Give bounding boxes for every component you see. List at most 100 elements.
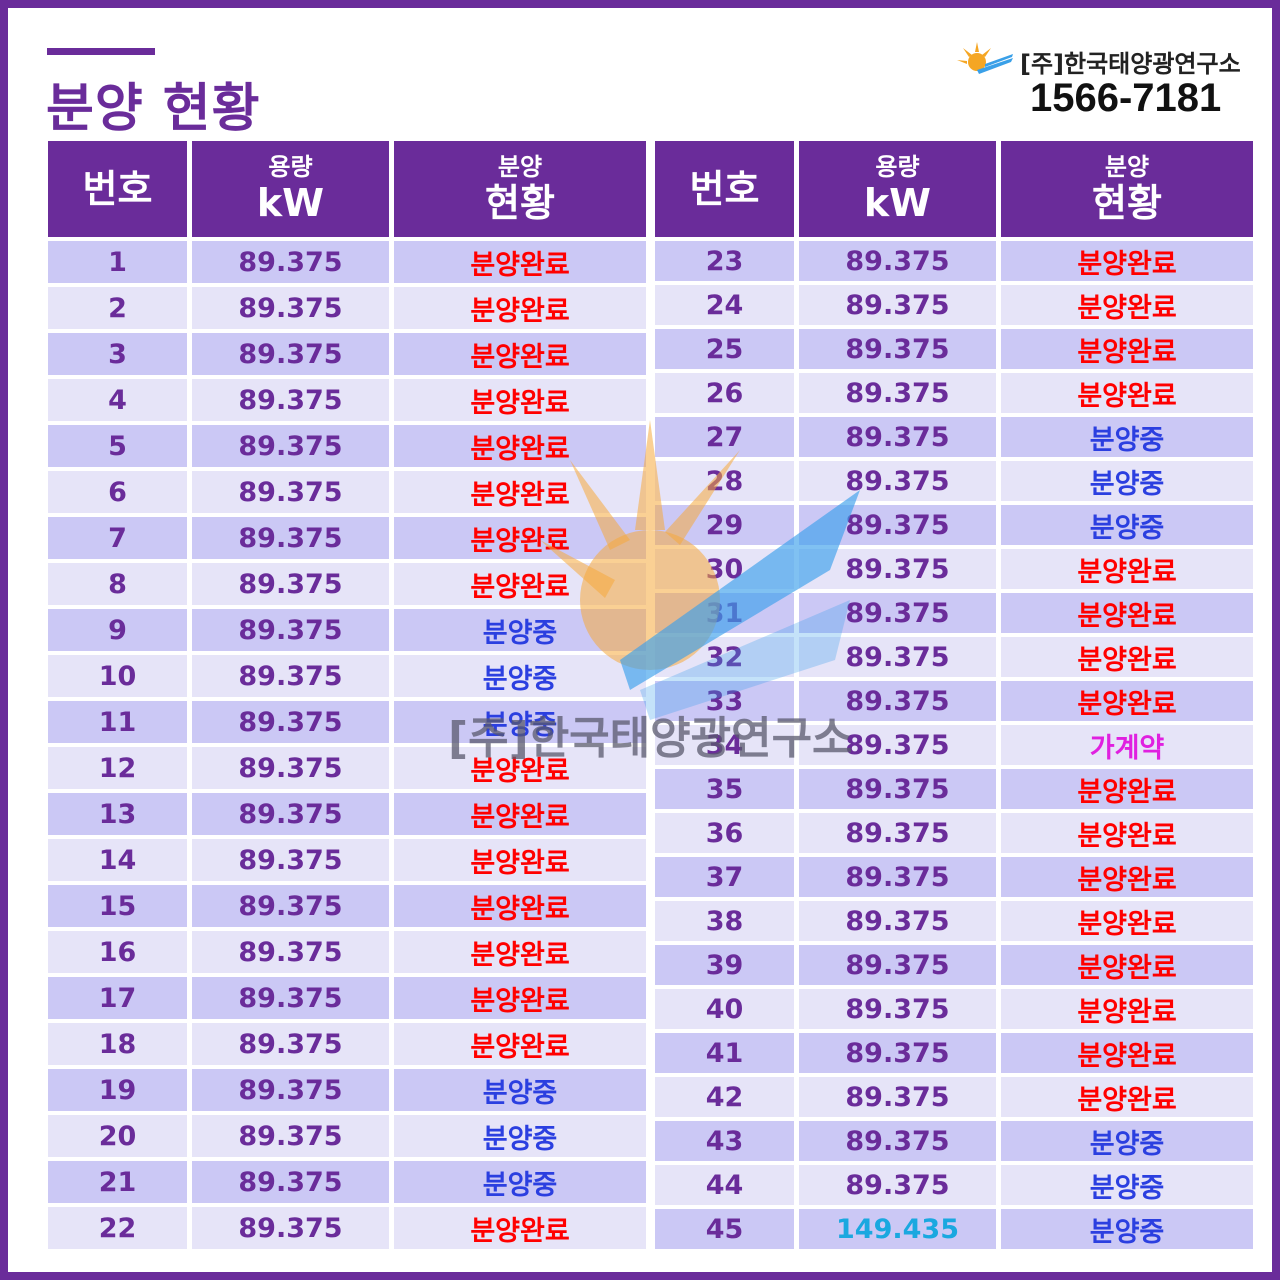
table-row: 16 89.375 분양완료 bbox=[48, 927, 646, 973]
table-row: 29 89.375 분양중 bbox=[655, 501, 1253, 545]
table-row: 19 89.375 분양중 bbox=[48, 1065, 646, 1111]
cell-number: 14 bbox=[48, 835, 192, 881]
status-table-right: 번호 용량 kW 분양 현황 23 89.375 분양완료 24 89.375 분양완료 25 8… bbox=[655, 141, 1253, 1249]
cell-capacity: 89.375 bbox=[192, 513, 394, 559]
cell-number: 30 bbox=[655, 545, 799, 589]
table-row: 11 89.375 분양중 bbox=[48, 697, 646, 743]
cell-number: 43 bbox=[655, 1117, 799, 1161]
table-row: 27 89.375 분양중 bbox=[655, 413, 1253, 457]
table-row: 40 89.375 분양완료 bbox=[655, 985, 1253, 1029]
cell-capacity: 89.375 bbox=[799, 853, 1001, 897]
table-row: 6 89.375 분양완료 bbox=[48, 467, 646, 513]
cell-number: 27 bbox=[655, 413, 799, 457]
table-row: 12 89.375 분양완료 bbox=[48, 743, 646, 789]
cell-capacity: 89.375 bbox=[192, 329, 394, 375]
cell-status: 분양완료 bbox=[394, 559, 646, 605]
cell-capacity: 89.375 bbox=[799, 237, 1001, 281]
cell-status: 분양완료 bbox=[394, 329, 646, 375]
table-row: 3 89.375 분양완료 bbox=[48, 329, 646, 375]
cell-capacity: 89.375 bbox=[192, 697, 394, 743]
cell-capacity: 89.375 bbox=[192, 1111, 394, 1157]
cell-capacity: 89.375 bbox=[192, 1019, 394, 1065]
table-header-row: 번호 용량 kW 분양 현황 bbox=[48, 141, 646, 237]
cell-status: 분양완료 bbox=[394, 835, 646, 881]
cell-number: 10 bbox=[48, 651, 192, 697]
column-header-capacity: 용량 kW bbox=[799, 141, 1001, 237]
cell-number: 29 bbox=[655, 501, 799, 545]
cell-capacity: 89.375 bbox=[799, 1029, 1001, 1073]
phone-number: 1566-7181 bbox=[1030, 76, 1222, 120]
cell-number: 9 bbox=[48, 605, 192, 651]
table-row: 14 89.375 분양완료 bbox=[48, 835, 646, 881]
table-row: 45 149.435 분양중 bbox=[655, 1205, 1253, 1249]
cell-number: 22 bbox=[48, 1203, 192, 1249]
cell-status: 분양완료 bbox=[1001, 633, 1253, 677]
cell-status: 분양완료 bbox=[394, 743, 646, 789]
company-name: [주]한국태양광연구소 bbox=[1020, 50, 1241, 78]
column-header-number: 번호 bbox=[48, 141, 192, 237]
cell-capacity: 89.375 bbox=[799, 985, 1001, 1029]
cell-capacity: 89.375 bbox=[799, 325, 1001, 369]
cell-status: 분양완료 bbox=[394, 513, 646, 559]
cell-status: 분양완료 bbox=[1001, 237, 1253, 281]
cell-capacity: 89.375 bbox=[192, 605, 394, 651]
cell-number: 32 bbox=[655, 633, 799, 677]
table-row: 8 89.375 분양완료 bbox=[48, 559, 646, 605]
cell-status: 분양완료 bbox=[1001, 677, 1253, 721]
table-row: 37 89.375 분양완료 bbox=[655, 853, 1253, 897]
cell-capacity: 89.375 bbox=[192, 927, 394, 973]
table-row: 4 89.375 분양완료 bbox=[48, 375, 646, 421]
cell-status: 분양중 bbox=[394, 1157, 646, 1203]
table-row: 10 89.375 분양중 bbox=[48, 651, 646, 697]
sun-solar-logo-icon bbox=[957, 42, 1013, 74]
cell-capacity: 89.375 bbox=[799, 369, 1001, 413]
cell-number: 6 bbox=[48, 467, 192, 513]
cell-status: 분양완료 bbox=[1001, 545, 1253, 589]
table-row: 32 89.375 분양완료 bbox=[655, 633, 1253, 677]
cell-capacity: 89.375 bbox=[192, 835, 394, 881]
table-row: 7 89.375 분양완료 bbox=[48, 513, 646, 559]
cell-status: 분양완료 bbox=[394, 421, 646, 467]
table-row: 34 89.375 가계약 bbox=[655, 721, 1253, 765]
cell-capacity: 89.375 bbox=[799, 721, 1001, 765]
table-row: 33 89.375 분양완료 bbox=[655, 677, 1253, 721]
cell-status: 분양완료 bbox=[1001, 281, 1253, 325]
cell-status: 분양완료 bbox=[1001, 369, 1253, 413]
table-row: 36 89.375 분양완료 bbox=[655, 809, 1253, 853]
cell-capacity: 89.375 bbox=[192, 375, 394, 421]
table-row: 24 89.375 분양완료 bbox=[655, 281, 1253, 325]
cell-capacity: 89.375 bbox=[799, 809, 1001, 853]
cell-status: 분양중 bbox=[1001, 1161, 1253, 1205]
cell-capacity: 89.375 bbox=[192, 881, 394, 927]
page-title: 분양 현황 bbox=[46, 79, 261, 139]
cell-number: 39 bbox=[655, 941, 799, 985]
cell-status: 분양완료 bbox=[394, 283, 646, 329]
cell-status: 분양중 bbox=[1001, 457, 1253, 501]
cell-number: 35 bbox=[655, 765, 799, 809]
cell-number: 20 bbox=[48, 1111, 192, 1157]
cell-capacity: 89.375 bbox=[799, 897, 1001, 941]
cell-number: 12 bbox=[48, 743, 192, 789]
cell-status: 분양중 bbox=[1001, 1117, 1253, 1161]
cell-number: 17 bbox=[48, 973, 192, 1019]
cell-status: 분양완료 bbox=[394, 927, 646, 973]
table-row: 13 89.375 분양완료 bbox=[48, 789, 646, 835]
cell-number: 2 bbox=[48, 283, 192, 329]
cell-status: 분양중 bbox=[394, 1111, 646, 1157]
cell-capacity: 89.375 bbox=[799, 457, 1001, 501]
cell-capacity: 89.375 bbox=[192, 1157, 394, 1203]
cell-capacity: 149.435 bbox=[799, 1205, 1001, 1249]
watermark-text: [주]한국태양광연구소 bbox=[448, 713, 853, 764]
cell-capacity: 89.375 bbox=[192, 973, 394, 1019]
cell-capacity: 89.375 bbox=[799, 765, 1001, 809]
cell-number: 37 bbox=[655, 853, 799, 897]
table-row: 17 89.375 분양완료 bbox=[48, 973, 646, 1019]
cell-number: 21 bbox=[48, 1157, 192, 1203]
table-header-row: 번호 용량 kW 분양 현황 bbox=[655, 141, 1253, 237]
cell-number: 8 bbox=[48, 559, 192, 605]
cell-status: 분양완료 bbox=[394, 789, 646, 835]
cell-number: 1 bbox=[48, 237, 192, 283]
cell-capacity: 89.375 bbox=[192, 1203, 394, 1249]
cell-number: 7 bbox=[48, 513, 192, 559]
